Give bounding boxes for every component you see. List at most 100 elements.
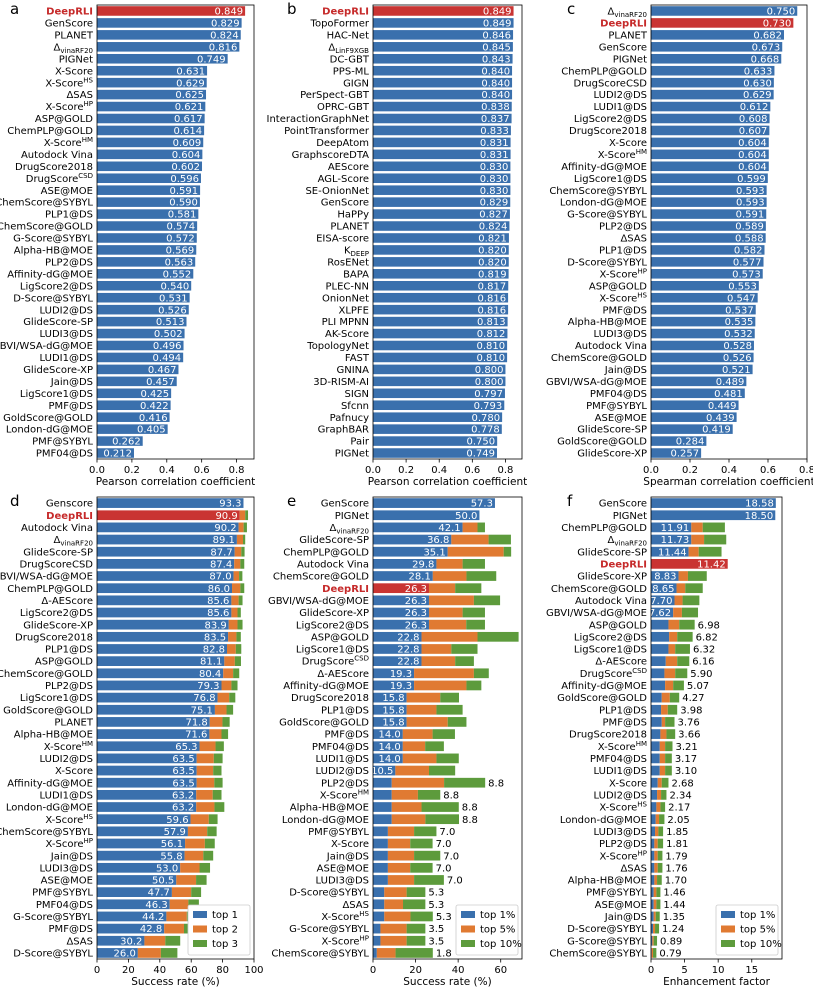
category-label: Alpha-HB@MOE (290, 803, 369, 814)
value-label: 0.816 (209, 42, 238, 53)
bar (373, 340, 508, 351)
x-axis-label: Pearson correlation coefficient (368, 476, 527, 488)
value-label: 0.829 (211, 19, 240, 30)
value-label: 3.66 (678, 730, 700, 741)
category-label: Genscore (46, 499, 93, 510)
bar-segment-top-5% (451, 534, 489, 545)
category-label: OnionNet (322, 293, 369, 304)
x-tick-label: 0.8 (497, 465, 513, 476)
value-label: 0.481 (714, 389, 743, 400)
category-label: GNINA (337, 365, 370, 376)
bar-segment-top-1 (97, 875, 177, 885)
x-tick-label: 0.4 (159, 465, 175, 476)
bar-segment-top-10% (657, 850, 663, 861)
bar (97, 42, 240, 52)
value-label: 79.3 (197, 681, 219, 692)
category-label: GoldScore@GOLD (279, 718, 369, 729)
bar-segment-top-5% (406, 717, 448, 727)
value-label: 8.8 (462, 815, 478, 826)
bar (651, 436, 707, 446)
bar-segment-top-5% (656, 802, 661, 812)
value-label: 5.90 (690, 669, 712, 680)
category-label: ChemScore@GOLD (0, 669, 93, 680)
category-label: TopologyNet (306, 341, 369, 352)
value-label: 1.8 (436, 949, 452, 960)
value-label: 2.05 (667, 815, 689, 826)
value-label: 0.604 (172, 150, 201, 161)
category-label: DC-GBT (330, 54, 370, 65)
category-label: X-Score (331, 839, 369, 850)
value-label: 0.489 (716, 377, 745, 388)
category-label: PLP1@DS (45, 645, 93, 656)
bar-segment-top-1% (651, 838, 655, 849)
bar-segment-top-2 (196, 802, 215, 812)
value-label: 0.604 (738, 162, 767, 173)
value-label: 0.630 (743, 78, 772, 89)
x-tick-label: 0 (94, 965, 100, 976)
bar (97, 292, 190, 303)
bar-segment-top-2 (234, 559, 241, 569)
value-label: 87.0 (209, 572, 231, 583)
bar (373, 30, 514, 40)
bar-segment-top-1 (97, 583, 233, 594)
x-tick-label: 0 (370, 965, 376, 976)
bar-segment-top-5% (669, 631, 678, 642)
value-label: 0.749 (197, 54, 226, 65)
bar-segment-top-10% (653, 948, 657, 958)
category-label: London-dG@MOE (6, 803, 93, 814)
x-tick-label: 20 (409, 965, 422, 976)
bar-segment-top-3 (236, 631, 241, 642)
value-label: 3.5 (428, 924, 444, 935)
category-label: ChemScore@GOLD (273, 572, 369, 583)
category-label: PLI MPNN (322, 317, 369, 328)
value-label: 0.416 (139, 413, 168, 424)
value-label: 14.0 (379, 730, 401, 741)
value-label: 0.843 (482, 54, 511, 65)
category-label: Autodock Vina (21, 150, 93, 161)
value-label: 83.9 (204, 620, 226, 631)
category-label: Affinity-dG@MOE (561, 681, 647, 692)
bar-segment-top-5% (691, 522, 703, 533)
value-label: 14.0 (379, 754, 401, 765)
bar-segment-top-3 (199, 862, 211, 873)
value-label: 0.730 (763, 19, 792, 30)
bar-segment-top-10% (704, 534, 727, 545)
category-label: G-Score@SYBYL (289, 924, 369, 935)
bar-segment-top-3 (214, 802, 225, 812)
bar-segment-top-5% (384, 911, 411, 922)
bar-segment-top-10% (432, 729, 455, 739)
bar (97, 6, 246, 16)
bar-segment-top-2 (221, 680, 232, 691)
bar-segment-top-5% (654, 838, 658, 849)
category-label: PPS-ML (333, 66, 370, 77)
bar-segment-top-5% (387, 826, 415, 837)
bar-segment-top-1% (651, 680, 666, 691)
x-tick-label: 0.8 (229, 465, 245, 476)
value-label: 6.82 (696, 632, 718, 643)
bar-segment-top-10% (669, 692, 680, 703)
category-label: DeepRLI (46, 511, 93, 522)
bar (97, 18, 242, 28)
bar-segment-top-10% (657, 862, 663, 873)
value-label: 0.569 (166, 246, 195, 257)
bar (97, 257, 196, 267)
bar (97, 30, 241, 40)
category-label: PIGNet (335, 511, 369, 522)
category-label: GenScore (599, 499, 647, 510)
bar-segment-top-5% (660, 729, 667, 739)
bar (373, 364, 506, 375)
category-label: PLP1@DS (45, 210, 93, 221)
value-label: 29.8 (412, 559, 434, 570)
bar-segment-top-2 (236, 534, 244, 545)
value-label: 0.588 (735, 234, 764, 245)
category-label: ASE@MOE (595, 900, 647, 911)
bar-segment-top-5% (387, 862, 411, 873)
category-label: PerSpect-GBT (300, 90, 370, 101)
value-label: 0.617 (174, 114, 203, 125)
bar-segment-top-1 (97, 619, 229, 630)
bar-segment-top-1% (651, 935, 653, 946)
category-label: LUDI1@DS (40, 353, 93, 364)
bar-segment-top-2 (196, 765, 214, 776)
bar-segment-top-5% (665, 656, 678, 666)
bar-segment-top-1% (373, 607, 429, 618)
